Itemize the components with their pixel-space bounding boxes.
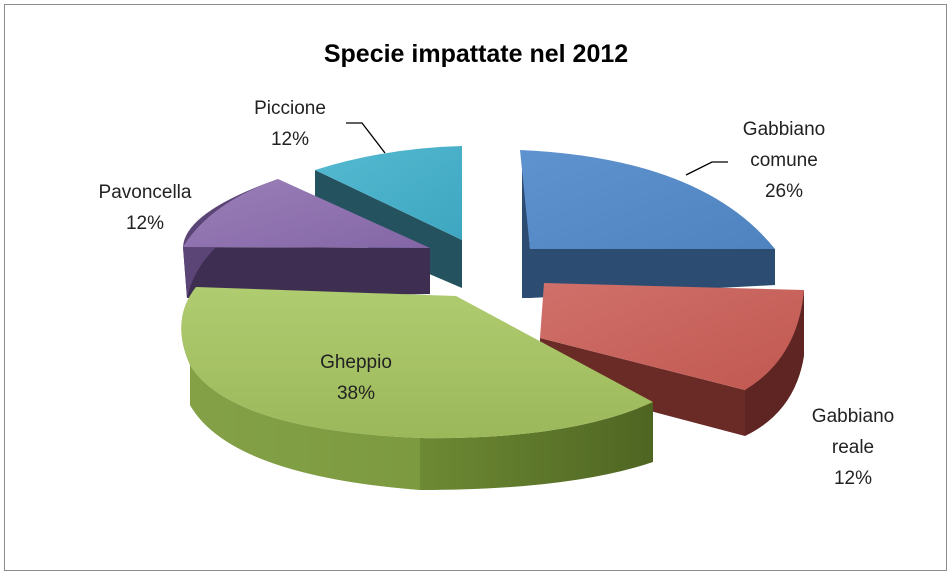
leader-line-gabbiano-comune <box>685 161 728 176</box>
leader-line-piccione <box>346 122 386 154</box>
slice-label-gabbiano-comune: comune <box>750 150 818 171</box>
data-label-pavoncella: 12% <box>126 213 164 234</box>
slice-gheppio-top <box>181 287 653 439</box>
data-label-gabbiano-comune: 26% <box>765 181 803 202</box>
slice-gabbiano-comune-top <box>520 150 775 249</box>
chart-title: Specie impattate nel 2012 <box>323 40 629 68</box>
slice-gheppio <box>181 287 653 490</box>
slice-label-gabbiano-reale: Gabbiano <box>812 406 894 427</box>
data-label-piccione: 12% <box>271 129 309 150</box>
slice-label-pavoncella: Pavoncella <box>99 182 192 203</box>
slice-piccione-top <box>315 146 462 240</box>
slice-pavoncella-top <box>183 179 430 248</box>
data-label-gabbiano-reale: 12% <box>834 468 872 489</box>
slice-gabbiano-reale-top <box>540 283 804 390</box>
slice-label-gabbiano-comune: Gabbiano <box>743 119 825 140</box>
slice-label-piccione: Piccione <box>254 98 326 119</box>
slice-gabbiano-reale <box>540 283 804 436</box>
data-label-gheppio: 38% <box>337 383 375 404</box>
slice-label-gheppio: Gheppio <box>320 352 392 373</box>
slice-pavoncella <box>183 179 430 298</box>
slice-gabbiano-comune <box>520 150 775 298</box>
slice-label-gabbiano-reale: reale <box>832 437 874 458</box>
